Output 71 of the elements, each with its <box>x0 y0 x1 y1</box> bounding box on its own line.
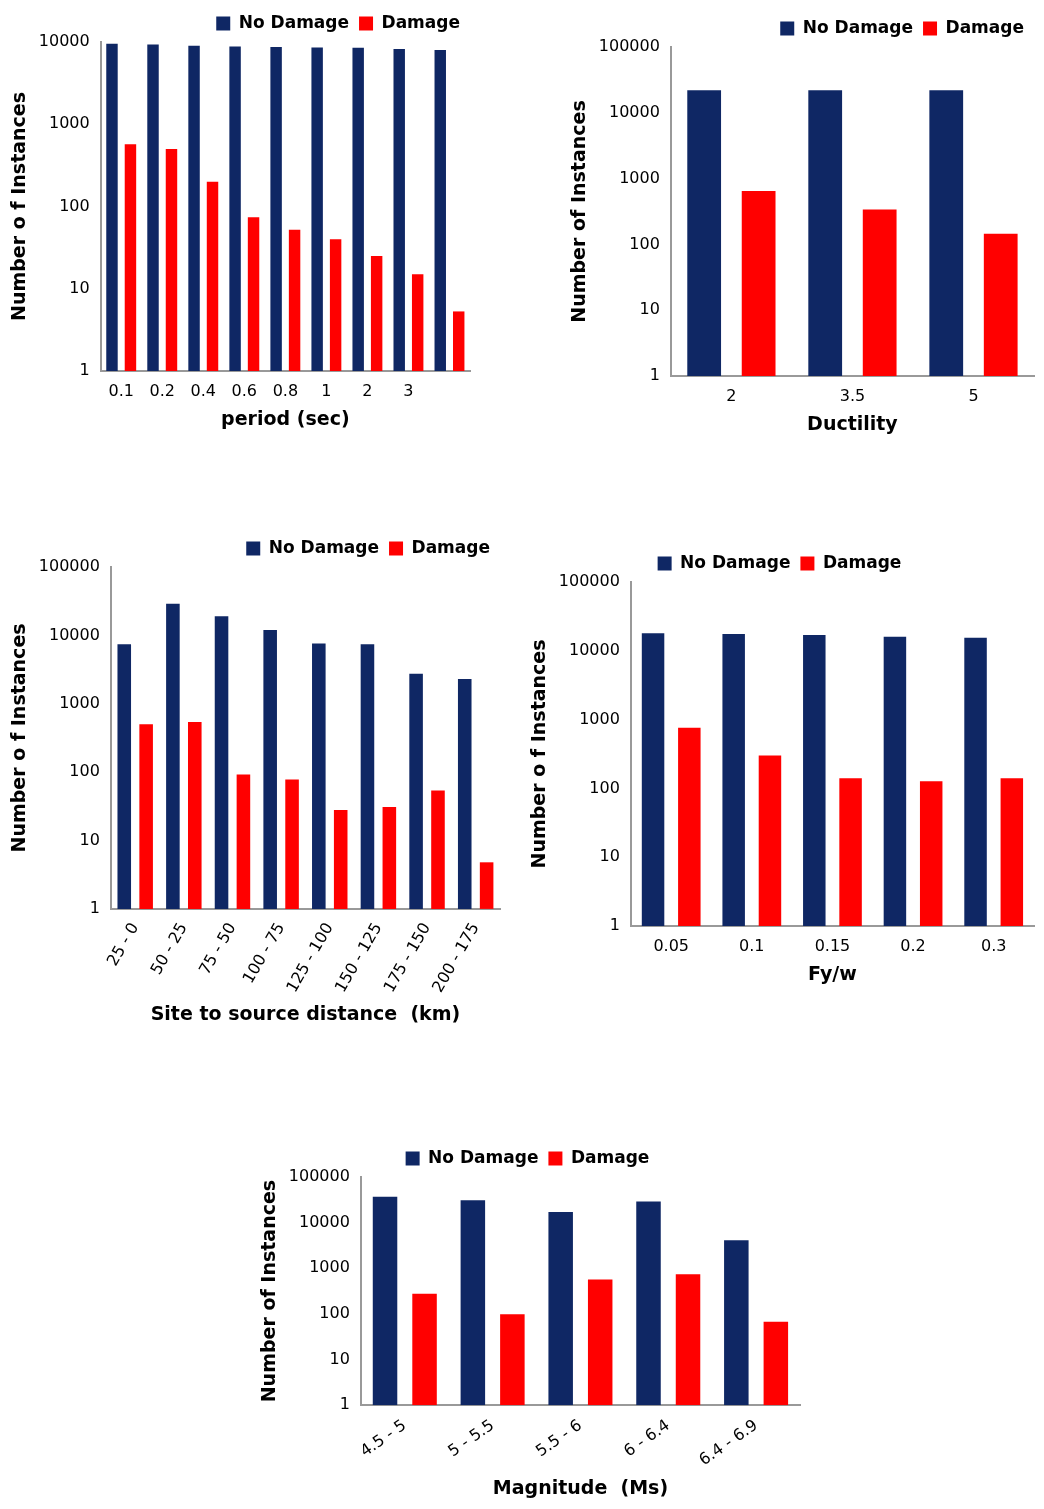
x-tick-label: 0.2 <box>149 380 175 400</box>
x-tick-label: 0.1 <box>739 935 765 955</box>
y-tick-label: 10000 <box>298 1211 350 1231</box>
y-tick-label: 1000 <box>579 708 620 728</box>
x-axis-title: Ductility <box>807 411 899 434</box>
legend-label: No Damage <box>802 16 914 37</box>
y-tick-label: 1 <box>89 898 100 918</box>
y-tick-label: 1000 <box>619 167 660 187</box>
y-tick-label: 100000 <box>558 571 620 591</box>
y-tick-label: 100 <box>69 761 100 781</box>
y-axis-title: Number of Instances <box>567 100 590 323</box>
x-tick-label: 25 - 0 <box>102 919 143 969</box>
x-tick-label: 2 <box>362 380 373 400</box>
x-tick-label: 0.1 <box>108 380 134 400</box>
x-tick-label: 50 - 25 <box>146 919 191 978</box>
y-tick-label: 100 <box>589 777 620 797</box>
legend-label: No Damage <box>428 1146 539 1167</box>
x-axis-title: Fy/w <box>808 961 857 984</box>
y-tick-label: 10 <box>79 829 100 849</box>
y-tick-label: 100 <box>629 233 660 253</box>
x-tick-label: 0.6 <box>231 380 258 400</box>
x-tick-label: 6.4 - 6.9 <box>695 1415 761 1469</box>
x-tick-label: 2 <box>726 385 737 405</box>
x-tick-label: 75 - 50 <box>194 919 240 978</box>
y-tick-label: 100 <box>59 195 90 215</box>
legend-label: Damage <box>822 551 902 572</box>
x-tick-label: 3.5 <box>839 385 866 405</box>
x-tick-label: 0.2 <box>900 935 926 955</box>
y-tick-label: 1000 <box>309 1257 350 1277</box>
x-tick-label: 4.5 - 5 <box>356 1415 410 1461</box>
y-tick-label: 10 <box>329 1348 350 1368</box>
legend-label: Damage <box>570 1146 650 1167</box>
y-tick-label: 1 <box>649 365 660 385</box>
x-tick-label: 6 - 6.4 <box>619 1415 673 1461</box>
legend-label: No Damage <box>238 11 350 32</box>
x-tick-label: 0.3 <box>980 935 1007 955</box>
legend-label: Damage <box>381 11 460 32</box>
x-tick-label: 3 <box>403 380 414 400</box>
y-tick-label: 10000 <box>568 639 620 659</box>
legend-label: Damage <box>945 16 1024 37</box>
y-tick-label: 1 <box>79 360 90 380</box>
x-tick-label: 0.15 <box>814 935 851 955</box>
x-tick-label: 0.05 <box>653 935 689 955</box>
y-tick-label: 100000 <box>288 1166 350 1186</box>
y-tick-label: 100000 <box>38 556 100 576</box>
y-tick-label: 1 <box>339 1394 350 1414</box>
x-axis-title: Site to source distance (km) <box>150 1001 461 1024</box>
x-tick-label: 0.8 <box>272 380 299 400</box>
x-tick-label: 5.5 - 6 <box>532 1415 586 1461</box>
x-axis-title: period (sec) <box>221 406 350 429</box>
y-tick-label: 100000 <box>598 36 660 56</box>
y-tick-label: 10 <box>599 846 620 866</box>
y-axis-title: Number o f Instances <box>7 623 30 853</box>
y-tick-label: 1000 <box>59 692 100 712</box>
y-tick-label: 10000 <box>608 101 660 121</box>
x-tick-label: 5 <box>968 385 979 405</box>
legend-label: No Damage <box>268 536 380 557</box>
y-axis-title: Number o f Instances <box>7 91 30 322</box>
y-axis-title: Number of Instances <box>257 1179 280 1403</box>
y-tick-label: 10000 <box>48 624 100 644</box>
legend-label: Damage <box>411 536 490 557</box>
y-axis-title: Number o f Instances <box>527 639 550 869</box>
y-tick-label: 10 <box>69 277 90 297</box>
x-tick-label: 5 - 5.5 <box>444 1415 498 1461</box>
x-axis-title: Magnitude (Ms) <box>492 1475 669 1498</box>
y-tick-label: 10 <box>639 299 660 319</box>
y-tick-label: 100 <box>319 1303 350 1323</box>
y-tick-label: 1000 <box>48 113 90 133</box>
legend-label: No Damage <box>680 551 791 572</box>
x-tick-label: 0.4 <box>190 380 217 400</box>
y-tick-label: 10000 <box>38 31 90 51</box>
